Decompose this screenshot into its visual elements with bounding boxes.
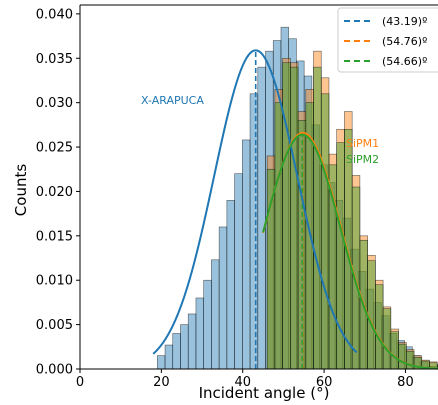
y-tick-label: 0.040 [36, 7, 73, 22]
y-tick-label: 0.005 [36, 318, 73, 333]
bar-sipm2 [314, 67, 322, 369]
bar-x-arapuca [204, 280, 212, 369]
x-tick-label: 0 [76, 375, 84, 390]
legend: (43.19)º (54.76)º (54.66)º [338, 8, 438, 72]
legend-label-sipm1: (54.76)º [382, 35, 427, 48]
x-tick-label: 80 [397, 375, 414, 390]
bar-sipm2 [283, 63, 291, 369]
bar-x-arapuca [235, 174, 243, 369]
legend-label-xarapuca: (43.19)º [382, 15, 427, 28]
bar-x-arapuca [211, 260, 219, 369]
bar-x-arapuca [219, 227, 227, 369]
bar-sipm2 [391, 332, 399, 369]
y-axis-title: Counts [12, 164, 30, 217]
annotation-sipm2: SiPM2 [346, 153, 379, 166]
bar-x-arapuca [250, 94, 258, 369]
x-axis-title: Incident angle (°) [199, 384, 330, 402]
bar-sipm2 [375, 285, 383, 369]
annotation-sipm1: SiPM1 [346, 137, 379, 150]
y-tick-label: 0.015 [36, 229, 73, 244]
bar-x-arapuca [242, 140, 250, 369]
histogram-bars [157, 27, 438, 369]
bar-x-arapuca [180, 325, 188, 369]
y-tick-label: 0.025 [36, 141, 73, 156]
annotation-xarapuca: X-ARAPUCA [141, 94, 204, 107]
y-tick-label: 0.020 [36, 185, 73, 200]
bar-x-arapuca [188, 314, 196, 369]
x-tick-label: 20 [153, 375, 170, 390]
bar-x-arapuca [157, 356, 165, 369]
bar-x-arapuca [173, 333, 181, 369]
bar-x-arapuca [196, 298, 204, 369]
series-sipm2 [267, 63, 438, 369]
bar-x-arapuca [227, 200, 235, 369]
bar-x-arapuca [165, 345, 173, 369]
bar-sipm2 [321, 94, 329, 369]
bar-x-arapuca [258, 67, 266, 369]
legend-label-sipm2: (54.66)º [382, 55, 427, 68]
y-tick-label: 0.010 [36, 274, 73, 289]
bar-sipm2 [275, 103, 283, 369]
bar-sipm2 [383, 309, 391, 369]
bar-sipm2 [290, 67, 298, 369]
y-tick-label: 0.030 [36, 96, 73, 111]
bar-sipm2 [399, 344, 407, 369]
y-tick-label: 0.000 [36, 363, 73, 378]
y-tick-label: 0.035 [36, 52, 73, 67]
